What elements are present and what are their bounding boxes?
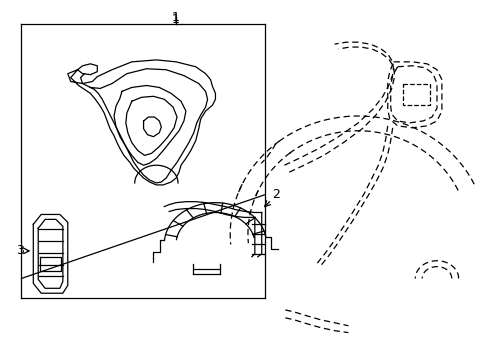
Text: 3: 3 <box>16 244 23 257</box>
Text: 1: 1 <box>172 13 180 26</box>
Text: 2: 2 <box>272 188 280 201</box>
Bar <box>402 84 429 105</box>
Text: 1: 1 <box>172 11 180 24</box>
